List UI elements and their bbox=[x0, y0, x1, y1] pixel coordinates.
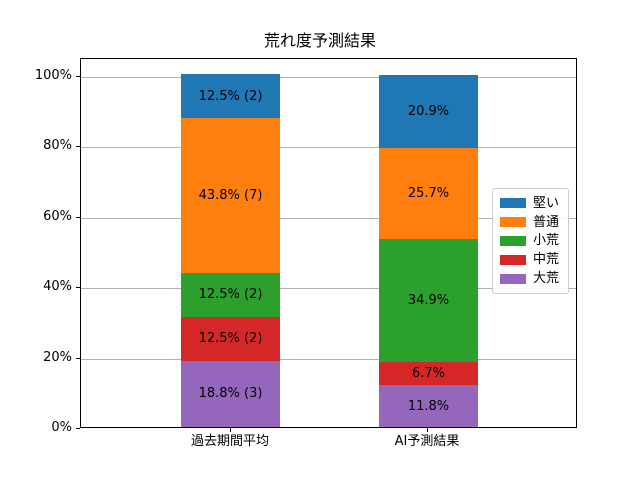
y-tick-label: 0% bbox=[51, 420, 72, 435]
y-tick-label: 100% bbox=[34, 67, 72, 83]
segment-label: 12.5% (2) bbox=[198, 331, 263, 347]
gridline-20% bbox=[81, 358, 576, 360]
gridline-60% bbox=[81, 217, 576, 219]
legend-label: 小荒 bbox=[533, 233, 560, 249]
bar-segment-大荒: 11.8% bbox=[379, 385, 478, 427]
y-tick-mark bbox=[76, 357, 80, 359]
segment-label: 11.8% bbox=[407, 398, 450, 414]
bar-segment-普通: 43.8% (7) bbox=[181, 118, 280, 273]
legend-label: 堅い bbox=[533, 195, 560, 211]
gridline-80% bbox=[81, 147, 576, 149]
y-tick-mark bbox=[76, 216, 80, 218]
bar-segment-普通: 25.7% bbox=[379, 148, 478, 239]
y-tick-label: 60% bbox=[43, 208, 72, 224]
segment-label: 18.8% (3) bbox=[198, 386, 263, 402]
x-tick-mark bbox=[230, 428, 231, 432]
x-tick-label-AI予測結果: AI予測結果 bbox=[394, 434, 460, 449]
y-tick-mark bbox=[76, 428, 80, 429]
y-tick-mark bbox=[76, 75, 80, 77]
legend-item-普通: 普通 bbox=[500, 215, 561, 230]
stacked-bar-過去期間平均: 18.8% (3) 12.5% (2) 12.5% (2) 43.8% (7) 12.5… bbox=[181, 57, 280, 427]
x-tick-mark bbox=[427, 428, 428, 432]
y-tick-label: 80% bbox=[43, 138, 72, 154]
stacked-bar-AI予測結果: 11.8% 6.7% 34.9% 25.7% 20.9% bbox=[379, 57, 478, 427]
y-tick-label: 20% bbox=[43, 349, 72, 365]
segment-label: 12.5% (2) bbox=[198, 88, 263, 104]
y-tick-mark bbox=[76, 146, 80, 148]
segment-label: 43.8% (7) bbox=[198, 188, 263, 204]
legend-label: 中荒 bbox=[533, 252, 560, 268]
bar-segment-中荒: 6.7% bbox=[379, 361, 478, 386]
legend-item-小荒: 小荒 bbox=[500, 233, 561, 248]
legend-item-大荒: 大荒 bbox=[500, 271, 561, 286]
bar-segment-中荒: 12.5% (2) bbox=[181, 316, 280, 361]
legend-swatch-icon bbox=[500, 273, 526, 284]
gridline-40% bbox=[81, 288, 576, 289]
bar-segment-小荒: 34.9% bbox=[379, 238, 478, 362]
legend-label: 大荒 bbox=[533, 271, 560, 287]
y-tick-mark bbox=[76, 287, 80, 288]
segment-label: 25.7% bbox=[407, 186, 450, 202]
segment-label: 6.7% bbox=[411, 366, 446, 382]
x-tick-label-過去期間平均: 過去期間平均 bbox=[190, 434, 269, 449]
segment-label: 34.9% bbox=[407, 292, 450, 308]
bar-segment-堅い: 20.9% bbox=[379, 74, 478, 149]
y-tick-label: 40% bbox=[43, 279, 72, 294]
bar-segment-小荒: 12.5% (2) bbox=[181, 272, 280, 317]
legend-swatch-icon bbox=[500, 254, 526, 265]
gridline-100% bbox=[81, 76, 576, 78]
legend-label: 普通 bbox=[533, 214, 560, 230]
legend-swatch-icon bbox=[500, 217, 526, 228]
legend: 堅い普通小荒中荒大荒 bbox=[492, 188, 569, 294]
segment-label: 12.5% (2) bbox=[198, 287, 263, 303]
legend-item-堅い: 堅い bbox=[500, 196, 561, 211]
segment-label: 20.9% bbox=[407, 104, 450, 120]
legend-swatch-icon bbox=[500, 198, 526, 209]
bar-segment-大荒: 18.8% (3) bbox=[181, 360, 280, 427]
chart-title: 荒れ度予測結果 bbox=[263, 31, 376, 50]
legend-swatch-icon bbox=[500, 235, 526, 246]
bar-segment-堅い: 12.5% (2) bbox=[181, 74, 280, 119]
legend-item-中荒: 中荒 bbox=[500, 252, 561, 267]
